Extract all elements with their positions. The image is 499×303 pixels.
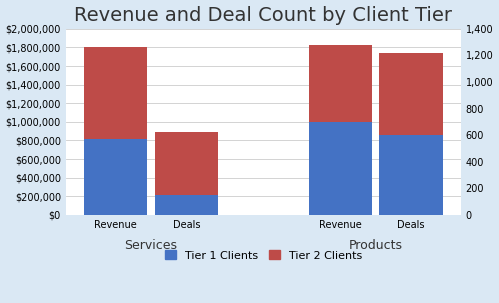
Legend: Tier 1 Clients, Tier 2 Clients: Tier 1 Clients, Tier 2 Clients (160, 246, 366, 265)
Bar (84, 48, 147, 138)
Title: Revenue and Deal Count by Client Tier: Revenue and Deal Count by Client Tier (74, 5, 452, 25)
Text: Products: Products (349, 239, 403, 252)
Bar (155, 195, 218, 215)
Bar (155, 132, 218, 195)
Bar (308, 122, 372, 215)
Bar (84, 138, 147, 215)
Bar (379, 135, 443, 215)
Text: Services: Services (124, 239, 178, 252)
Bar (379, 53, 443, 135)
Bar (308, 45, 372, 122)
